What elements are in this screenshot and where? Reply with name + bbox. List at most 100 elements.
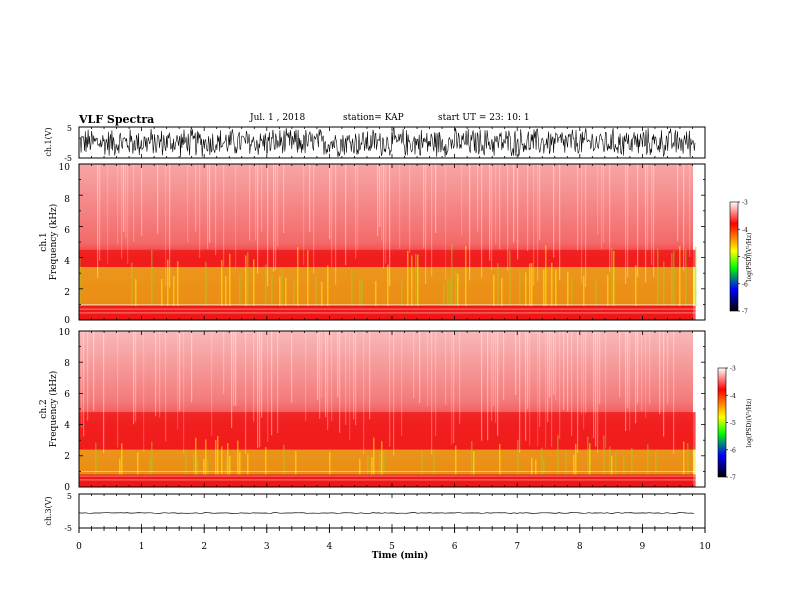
spectrogram-streak — [559, 164, 561, 281]
spectrogram-streak — [637, 164, 639, 277]
spectrogram-streak — [647, 164, 649, 251]
ch1-waveform-ylabel: ch.1(V) — [44, 127, 53, 156]
spectrogram-streak — [359, 458, 361, 475]
spectrogram-streak — [637, 331, 639, 404]
spectrogram-streak — [121, 443, 123, 475]
spectrogram-streak — [259, 331, 261, 448]
ch1-ytick-10: 10 — [59, 163, 71, 173]
ch1-spectrogram-ylabel-channel: ch.1 — [39, 232, 49, 251]
spectrogram-streak — [427, 331, 429, 407]
spectrogram-streak — [555, 331, 557, 400]
ch1-waveform-trace — [78, 127, 696, 158]
spectrogram-streak — [345, 164, 347, 266]
spectrogram-streak — [477, 164, 479, 232]
spectrogram-streak — [317, 331, 319, 400]
spectrogram-streak — [401, 331, 403, 436]
spectrogram-streak — [381, 441, 383, 475]
spectrogram-streak — [357, 164, 359, 251]
ch2-spectrogram-ylabel-channel: ch.2 — [39, 399, 49, 418]
spectrogram-streak — [239, 274, 241, 306]
spectrogram-streak — [583, 331, 585, 430]
colorbar-tick-label: -4 — [742, 227, 748, 234]
spectrogram-streak — [337, 331, 339, 398]
spectrogram-streak — [577, 331, 579, 453]
spectrogram-streak — [197, 459, 199, 475]
spectrogram-streak — [635, 265, 637, 306]
spectrogram-streak — [603, 164, 605, 243]
spectrogram-streak — [455, 269, 457, 306]
spectrogram-streak — [387, 264, 389, 306]
spectrogram-streak — [537, 331, 539, 447]
spectrogram-streak — [155, 331, 157, 417]
spectrogram-streak — [135, 279, 137, 306]
spectrogram-streak — [663, 261, 665, 306]
spectrogram-streak — [249, 164, 251, 241]
spectrogram-streak — [185, 450, 187, 475]
spectrogram-streak — [689, 164, 691, 257]
spectrogram-streak — [271, 275, 273, 306]
spectrogram-streak — [673, 331, 675, 454]
spectrogram-streak — [191, 331, 193, 403]
spectrogram-streak — [215, 164, 217, 256]
spectrogram-streak — [309, 164, 311, 233]
spectrogram-streak — [609, 446, 611, 475]
spectrogram-streak — [635, 331, 637, 424]
spectrogram-streak — [415, 253, 417, 306]
spectrogram-streak — [399, 164, 401, 249]
spectrogram-streak — [557, 434, 559, 475]
spectrogram-streak — [257, 331, 259, 449]
spectrogram-streak — [555, 269, 557, 306]
spectrogram-streak — [385, 164, 387, 264]
spectrogram-streak — [507, 164, 509, 271]
spectrogram-streak — [279, 276, 281, 306]
spectrogram-streak — [649, 331, 651, 405]
spectrogram-streak — [255, 164, 257, 241]
spectrogram-streak — [499, 164, 501, 250]
spectrogram-streak — [585, 331, 587, 414]
spectrogram-band — [79, 449, 696, 475]
spectrogram-streak — [277, 331, 279, 433]
ch3-waveform-frame — [78, 493, 706, 529]
spectrogram-streak — [293, 279, 295, 306]
time-axis: 0 1 2 3 4 5 6 7 8 9 10 — [76, 528, 711, 552]
spectrogram-streak — [609, 164, 611, 272]
spectrogram-streak — [449, 279, 451, 306]
spectrogram-streak — [695, 246, 697, 306]
spectrogram-streak — [525, 331, 527, 441]
spectrogram-streak — [607, 275, 609, 306]
ch3-ytick-neg5: -5 — [64, 524, 72, 533]
spectrogram-streak — [313, 164, 315, 274]
spectrogram-streak — [595, 331, 597, 447]
spectrogram-streak — [575, 443, 577, 475]
colorbar-tick-label: -6 — [742, 281, 748, 288]
spectrogram-streak — [81, 331, 83, 428]
spectrogram-streak — [339, 331, 341, 433]
spectrogram-streak — [165, 331, 167, 442]
spectrogram-streak — [423, 164, 425, 249]
spectrogram-streak — [683, 164, 685, 271]
ch1-spectrogram-image — [79, 164, 697, 320]
spectrogram-streak — [161, 278, 163, 306]
ch3-waveform-panel: 5 -5 ch.3(V) — [44, 492, 706, 533]
spectrogram-streak — [667, 331, 669, 404]
spectrogram-streak — [179, 331, 181, 411]
spectrogram-streak — [305, 331, 307, 422]
colorbar-tick-label: -4 — [730, 393, 736, 400]
ch3-ytick-5: 5 — [67, 492, 72, 501]
spectrogram-streak — [493, 331, 495, 407]
x-tick-label: 6 — [452, 542, 458, 552]
spectrogram-streak — [529, 263, 531, 306]
spectrogram-streak — [265, 447, 267, 475]
spectrogram-streak — [645, 164, 647, 283]
spectrogram-streak — [285, 278, 287, 306]
spectrogram-streak — [677, 164, 679, 241]
spectrogram-streak — [573, 454, 575, 475]
spectrogram-streak — [307, 250, 309, 306]
spectrogram-streak — [143, 331, 145, 452]
spectrogram-streak — [461, 164, 463, 235]
ch2-ytick-0: 0 — [64, 483, 70, 493]
spectrogram-streak — [537, 164, 539, 282]
spectrogram-streak — [117, 164, 119, 246]
spectrogram-streak — [159, 331, 161, 418]
spectrogram-streak — [493, 274, 495, 306]
